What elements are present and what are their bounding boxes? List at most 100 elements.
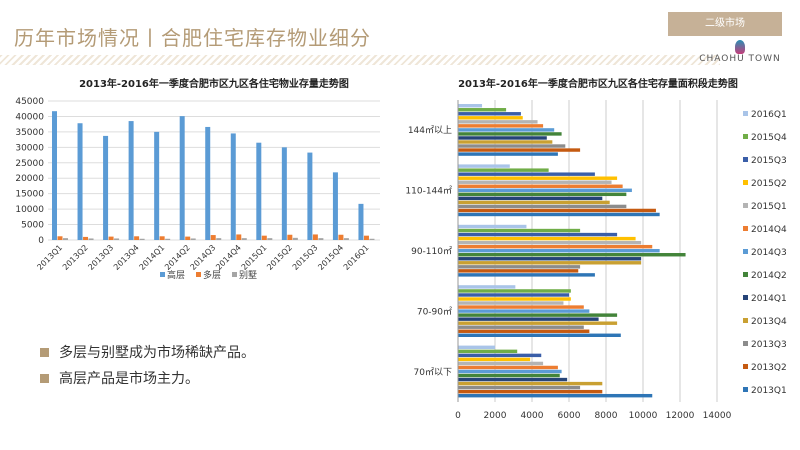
bar-2013Q1-110-144㎡ bbox=[458, 212, 660, 217]
legend-swatch bbox=[160, 272, 165, 277]
bullet-point: 多层与别墅成为市场稀缺产品。 bbox=[40, 342, 255, 362]
bar-2015Q1-144㎡以上 bbox=[458, 120, 538, 124]
bar-别墅-2015Q1 bbox=[267, 238, 273, 240]
y-tick-label: 0 bbox=[38, 236, 44, 246]
bar-2013Q2-90-110㎡ bbox=[458, 269, 579, 273]
bar-2013Q3-70-90㎡ bbox=[458, 325, 584, 329]
bar-别墅-2016Q1 bbox=[369, 238, 375, 240]
stock-by-type-chart: 2013年-2016年一季度合肥市区九区各住宅物业存量走势图 0 5000 10000… bbox=[15, 77, 380, 281]
x-tick-label: 14000 bbox=[703, 411, 732, 421]
bar-2015Q4-70㎡以下 bbox=[458, 349, 518, 354]
legend-label: 2014Q1 bbox=[751, 294, 787, 304]
legend-swatch bbox=[743, 157, 748, 162]
legend-swatch bbox=[743, 318, 748, 323]
bullet-square-icon bbox=[40, 347, 49, 357]
x-tick-label: 10000 bbox=[629, 411, 658, 421]
decorative-wave-divider bbox=[0, 55, 720, 65]
bar-多层-2014Q2 bbox=[185, 236, 191, 240]
bar-多层-2013Q2 bbox=[83, 236, 89, 240]
legend-label: 2015Q3 bbox=[751, 156, 787, 166]
y-tick-label: 10000 bbox=[15, 205, 44, 215]
bar-2015Q4-70-90㎡ bbox=[458, 289, 571, 293]
bar-2015Q3-110-144㎡ bbox=[458, 172, 595, 176]
x-tick-label: 2015Q2 bbox=[265, 243, 294, 272]
x-tick-label: 2015Q4 bbox=[316, 243, 345, 272]
bar-多层-2014Q4 bbox=[236, 234, 242, 240]
bar-多层-2016Q1 bbox=[363, 235, 369, 240]
x-tick-label: 2000 bbox=[484, 411, 507, 421]
bar-多层-2014Q3 bbox=[210, 235, 216, 240]
bullet-point: 高层产品是市场主力。 bbox=[40, 368, 199, 388]
bar-多层-2014Q1 bbox=[159, 236, 165, 240]
bar-2013Q1-70㎡以下 bbox=[458, 393, 653, 398]
brand-logo: CHAOHU TOWN bbox=[690, 40, 790, 64]
bar-2013Q1-70-90㎡ bbox=[458, 333, 621, 337]
y-tick-label: 144㎡以上 bbox=[408, 125, 452, 136]
legend-label: 2014Q2 bbox=[751, 271, 787, 281]
bar-2013Q4-70-90㎡ bbox=[458, 321, 618, 325]
bar-2016Q1-70-90㎡ bbox=[458, 285, 516, 289]
y-tick-label: 45000 bbox=[15, 97, 44, 107]
legend-swatch bbox=[743, 387, 748, 392]
bar-高层-2016Q1 bbox=[358, 203, 364, 240]
bar-2013Q4-90-110㎡ bbox=[458, 261, 642, 265]
x-tick-label: 2014Q4 bbox=[214, 243, 243, 272]
y-tick-label: 40000 bbox=[15, 112, 44, 122]
bullet-text: 高层产品是市场主力。 bbox=[59, 371, 199, 387]
legend-swatch bbox=[232, 272, 237, 277]
bar-2015Q1-70-90㎡ bbox=[458, 301, 564, 305]
legend-label: 2015Q1 bbox=[751, 202, 787, 212]
bar-2013Q4-110-144㎡ bbox=[458, 200, 610, 205]
bar-2015Q4-144㎡以上 bbox=[458, 108, 507, 112]
legend-label: 2014Q3 bbox=[751, 248, 787, 258]
bar-高层-2015Q2 bbox=[281, 147, 287, 240]
bar-高层-2013Q3 bbox=[103, 135, 109, 240]
bar-2015Q1-90-110㎡ bbox=[458, 240, 642, 245]
bar-高层-2013Q1 bbox=[52, 111, 57, 240]
bar-高层-2015Q3 bbox=[307, 152, 313, 240]
bar-2014Q1-90-110㎡ bbox=[458, 257, 642, 261]
bar-2014Q3-110-144㎡ bbox=[458, 188, 632, 193]
y-tick-label: 20000 bbox=[15, 174, 44, 184]
y-tick-label: 30000 bbox=[15, 143, 44, 153]
bar-2014Q1-70㎡以下 bbox=[458, 377, 568, 382]
bar-2015Q2-70㎡以下 bbox=[458, 357, 531, 362]
bar-2014Q2-144㎡以上 bbox=[458, 132, 562, 136]
bar-2013Q2-70-90㎡ bbox=[458, 329, 590, 333]
bar-别墅-2014Q3 bbox=[216, 238, 222, 240]
bar-多层-2015Q4 bbox=[338, 234, 344, 240]
bar-2013Q4-144㎡以上 bbox=[458, 140, 553, 144]
x-tick-label: 2014Q3 bbox=[189, 243, 218, 272]
x-tick-label: 2014Q2 bbox=[163, 243, 192, 272]
bar-2015Q2-144㎡以上 bbox=[458, 116, 523, 120]
bar-别墅-2014Q2 bbox=[190, 238, 196, 240]
bar-2016Q1-90-110㎡ bbox=[458, 224, 527, 229]
bar-多层-2013Q1 bbox=[57, 236, 63, 240]
bar-别墅-2015Q2 bbox=[292, 237, 298, 240]
bar-别墅-2013Q2 bbox=[88, 238, 94, 240]
x-tick-label: 4000 bbox=[521, 411, 544, 421]
bar-高层-2013Q4 bbox=[128, 121, 134, 240]
logo-text: CHAOHU TOWN bbox=[699, 54, 781, 64]
legend-label: 多层 bbox=[203, 269, 221, 281]
legend-swatch bbox=[743, 203, 748, 208]
bullet-square-icon bbox=[40, 373, 49, 383]
bar-2015Q1-70㎡以下 bbox=[458, 361, 544, 366]
y-tick-label: 90-110㎡ bbox=[411, 246, 452, 257]
bar-2014Q4-110-144㎡ bbox=[458, 184, 623, 188]
bar-2013Q3-70㎡以下 bbox=[458, 385, 581, 390]
bar-2013Q1-144㎡以上 bbox=[458, 152, 558, 156]
bar-高层-2013Q2 bbox=[77, 123, 83, 240]
x-tick-label: 2013Q3 bbox=[86, 243, 115, 272]
legend-swatch bbox=[743, 111, 748, 116]
bar-2014Q2-110-144㎡ bbox=[458, 192, 627, 197]
legend-swatch bbox=[743, 134, 748, 139]
bar-别墅-2013Q4 bbox=[139, 238, 145, 240]
legend-label: 2016Q1 bbox=[751, 110, 787, 120]
section-badge[interactable]: 二级市场 bbox=[668, 12, 782, 36]
bar-2013Q3-90-110㎡ bbox=[458, 265, 581, 269]
legend-label: 2013Q4 bbox=[751, 317, 787, 327]
legend-swatch bbox=[743, 180, 748, 185]
bar-2014Q2-90-110㎡ bbox=[458, 253, 686, 257]
x-tick-label: 6000 bbox=[558, 411, 581, 421]
